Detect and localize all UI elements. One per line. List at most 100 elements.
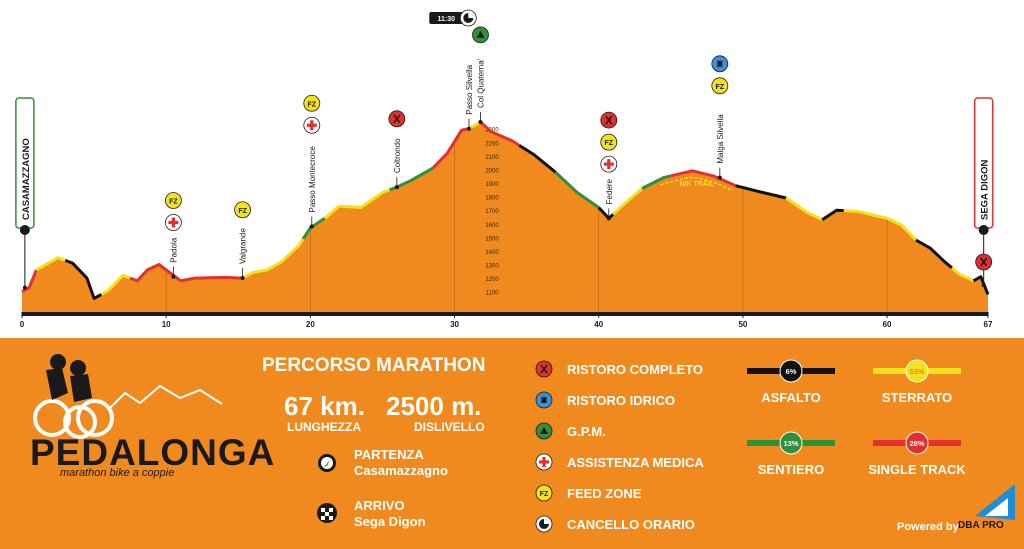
surface-label-single: SINGLE TRACK (868, 462, 966, 477)
surface-pct-badge (905, 431, 929, 455)
surface-segment-sterrato (35, 256, 66, 272)
x-tick-label: 50 (738, 320, 747, 329)
brand-name: PEDALONGA (30, 432, 276, 473)
surface-segment-sentiero (389, 166, 434, 192)
svg-text:FZ: FZ (716, 84, 725, 91)
y-tick-label: 1700 (485, 209, 499, 215)
route-length-label: LUNGHEZZA (287, 420, 361, 434)
legend-label-food: RISTORO COMPLETO (567, 362, 704, 377)
waypoint-name: SEGA DIGON (980, 160, 991, 220)
fz-icon: FZ (535, 484, 553, 502)
y-tick-label: 1300 (485, 263, 499, 269)
gpm-icon (535, 422, 553, 440)
cutoff-time-marker: 11:30 (429, 9, 477, 27)
surface-segment-sentiero (554, 171, 600, 209)
surface-pct-label: 6% (786, 367, 797, 376)
surface-label-sentiero: SENTIERO (757, 462, 825, 477)
surface-segment-single (670, 169, 737, 188)
surface-pct-badge (905, 359, 929, 383)
med-icon (600, 155, 618, 173)
food-icon (600, 111, 618, 129)
x-tick-label: 67 (984, 320, 993, 329)
surface-segment-asfalto (518, 144, 557, 174)
route-climb-label: DISLIVELLO (414, 420, 485, 434)
surface-label-asfalto: ASFALTO (761, 390, 821, 405)
waypoint-name: Padola (169, 237, 178, 262)
med-icon (164, 214, 182, 231)
waypoint-name: Col Quaterna' (476, 58, 485, 108)
surface-segment-asfalto (915, 238, 953, 270)
nik-trail-outline (660, 176, 734, 192)
y-tick-label: 2100 (485, 155, 499, 161)
start-icon (318, 454, 336, 472)
waypoint-name: Valgrande (239, 228, 248, 264)
fz-icon: FZ (164, 192, 182, 209)
legend-label-med: ASSISTENZA MEDICA (567, 455, 704, 470)
surface-segment-single (479, 120, 521, 147)
surface-segment-sterrato (241, 238, 305, 280)
surface-segment-sterrato (843, 209, 917, 242)
svg-text:11:30: 11:30 (438, 16, 456, 23)
surface-segment-sterrato (785, 196, 823, 222)
x-tick-label: 60 (883, 320, 892, 329)
waypoint-dot (478, 119, 483, 124)
legend-label-cutoff: CANCELLO ORARIO (567, 517, 695, 532)
surface-pct-label: 28% (909, 439, 924, 448)
surface-segment-single (21, 269, 38, 293)
cutoff-icon (535, 515, 553, 533)
waypoint-dot (394, 185, 399, 190)
surface-pct-label: 53% (909, 367, 924, 376)
surface-segment-asfalto (821, 208, 844, 221)
surface-label-sterrato: STERRATO (881, 390, 953, 405)
company-name: DBA PRO (958, 520, 1004, 531)
waypoint-dot (606, 216, 611, 221)
waypoint-name: Federe (605, 178, 614, 204)
y-tick-label: 1400 (485, 250, 499, 256)
surface-segment-sterrato (468, 120, 482, 130)
cutoff-icon (459, 9, 477, 27)
start-name: Casamazzagno (354, 463, 448, 478)
waypoint-dot (717, 175, 722, 180)
surface-pct-badge (779, 359, 803, 383)
waypoint-dot (981, 282, 986, 287)
finish-flag-icon (317, 503, 337, 523)
food-icon (975, 253, 993, 271)
finish-flag-icon (978, 225, 989, 235)
waypoint-name: CASAMAZZAGNO (21, 138, 32, 220)
surface-segment-asfalto (64, 258, 103, 300)
svg-text:FZ: FZ (308, 101, 317, 108)
x-tick-label: 40 (594, 320, 603, 329)
legend-label-water: RISTORO IDRICO (567, 393, 676, 408)
fz-icon: FZ (711, 77, 729, 95)
surface-segment-asfalto (735, 184, 787, 200)
route-length-value: 67 km. (284, 391, 365, 421)
fz-icon: FZ (600, 133, 618, 151)
water-icon (711, 55, 729, 73)
elevation-chart-area: 1100 1200 1300 1400 1500 1600 1700 1800 1900 2000… (15, 9, 994, 329)
powered-by-label: Powered by (897, 521, 959, 533)
food-icon (388, 110, 406, 128)
water-icon (535, 391, 553, 409)
elevation-profile-chart: 1100 1200 1300 1400 1500 1600 1700 1800 1900 2000… (15, 9, 994, 329)
surface-segment-sterrato (612, 187, 643, 216)
svg-text:FZ: FZ (169, 199, 178, 206)
cyclists-logo-icon (33, 354, 223, 439)
route-title: PERCORSO MARATHON (262, 355, 486, 376)
surface-segment-sterrato (323, 188, 391, 220)
waypoint-dot (240, 276, 245, 281)
svg-text:FZ: FZ (540, 491, 549, 498)
finish-label: ARRIVO (354, 498, 405, 513)
svg-text:FZ: FZ (238, 208, 247, 215)
y-tick-label: 1600 (485, 223, 499, 229)
waypoint-dot (309, 224, 314, 229)
legend-label-fz: FEED ZONE (567, 486, 642, 501)
food-icon (535, 360, 553, 378)
waypoint-dot (22, 285, 27, 290)
y-tick-label: 1500 (485, 236, 499, 242)
y-tick-label: 1100 (486, 291, 500, 297)
surface-pct-label: 13% (783, 439, 798, 448)
nik-trail-label: NIK TRAIL (679, 181, 714, 188)
waypoint-dot (466, 126, 471, 131)
surface-segment-sterrato (951, 266, 975, 283)
legend-label-gpm: G.P.M. (567, 424, 606, 439)
